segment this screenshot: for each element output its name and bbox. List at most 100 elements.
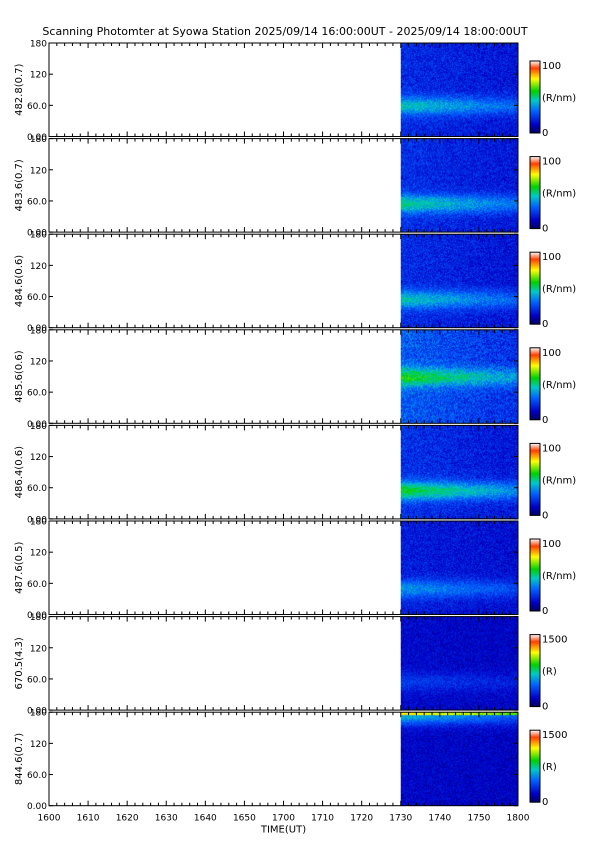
- y-tick-label: 0.00: [27, 229, 47, 239]
- y-tick-label: 0.00: [27, 420, 47, 430]
- colorbar-max-label: 100: [542, 443, 561, 454]
- x-tick-label: 1700: [272, 814, 295, 824]
- y-tick-label: 60.0: [27, 293, 47, 303]
- y-tick-label: 180: [30, 326, 47, 336]
- x-tick-label: 1630: [155, 814, 178, 824]
- colorbar: [529, 156, 541, 230]
- heatmap-5: [400, 425, 518, 519]
- heatmap-3: [400, 234, 518, 328]
- colorbar-min-label: 0: [542, 128, 548, 139]
- heatmap-6: [400, 521, 518, 615]
- y-tick-label: 180: [30, 613, 47, 623]
- panel-ylabel: 484.6(0.6): [14, 255, 25, 307]
- panel-8: 0.00 60.0 120 180 844.6(0.7) 1500 0 (R): [14, 709, 567, 813]
- panel-ylabel: 483.6(0.7): [14, 159, 25, 211]
- colorbar-min-label: 0: [542, 319, 548, 330]
- heatmap-7: [400, 616, 518, 711]
- heatmap-8: [400, 712, 518, 806]
- panel-1: 0.00 60.0 120 180 482.8(0.7) 100 0 (R/nm): [14, 40, 576, 144]
- panel-ylabel: 670.5(4.3): [14, 637, 25, 689]
- colorbar-max-label: 100: [542, 157, 561, 168]
- colorbar-min-label: 0: [542, 510, 548, 521]
- colorbar-unit-label: (R/nm): [542, 475, 576, 486]
- panel-4: 0.00 60.0 120 180 485.6(0.6) 100 0 (R/nm): [14, 326, 576, 430]
- y-tick-label: 0.00: [27, 707, 47, 717]
- colorbar-min-label: 0: [542, 702, 548, 713]
- y-tick-label: 180: [30, 422, 47, 432]
- y-tick-label: 0.00: [27, 133, 47, 143]
- y-tick-label: 60.0: [27, 102, 47, 112]
- x-tick-label: 1600: [38, 814, 61, 824]
- y-tick-label: 180: [30, 231, 47, 241]
- y-tick-label: 180: [30, 135, 47, 145]
- y-tick-label: 60.0: [27, 197, 47, 207]
- colorbar-min-label: 0: [542, 224, 548, 235]
- y-tick-label: 120: [30, 644, 47, 654]
- x-tick-label: 1720: [350, 814, 373, 824]
- y-tick-label: 180: [30, 40, 47, 50]
- y-tick-label: 120: [30, 357, 47, 367]
- y-tick-label: 60.0: [27, 484, 47, 494]
- y-tick-label: 180: [30, 518, 47, 528]
- y-tick-label: 180: [30, 709, 47, 719]
- x-tick-label: 1750: [467, 814, 490, 824]
- x-tick-label: 1640: [194, 814, 217, 824]
- colorbar-unit-label: (R/nm): [542, 93, 576, 104]
- colorbar-unit-label: (R/nm): [542, 189, 576, 200]
- colorbar-unit-label: (R/nm): [542, 380, 576, 391]
- x-tick-label: 1730: [389, 814, 412, 824]
- y-tick-label: 120: [30, 549, 47, 559]
- y-tick-label: 60.0: [27, 675, 47, 685]
- panel-7: 0.00 60.0 120 180 670.5(4.3) 1500 0 (R): [14, 613, 567, 717]
- x-tick-label: 1650: [233, 814, 256, 824]
- colorbar: [529, 538, 541, 612]
- panel-ylabel: 485.6(0.6): [14, 350, 25, 402]
- colorbar: [529, 251, 541, 325]
- y-tick-label: 120: [30, 71, 47, 81]
- chart-title: Scanning Photomter at Syowa Station 2025…: [42, 25, 528, 38]
- panel-5: 0.00 60.0 120 180 486.4(0.6) 100 0 (R/nm): [14, 422, 576, 526]
- colorbar-max-label: 100: [542, 252, 561, 263]
- colorbar: [529, 442, 541, 516]
- colorbar-max-label: 100: [542, 61, 561, 72]
- x-tick-label: 1610: [77, 814, 100, 824]
- panel-6: 0.00 60.0 120 180 487.6(0.5) 100 0 (R/nm): [14, 518, 576, 622]
- x-tick-label: 1800: [507, 814, 530, 824]
- y-tick-label: 120: [30, 453, 47, 463]
- colorbar-max-label: 1500: [542, 730, 567, 741]
- y-tick-label: 0.00: [27, 515, 47, 525]
- colorbar-min-label: 0: [542, 606, 548, 617]
- colorbar: [529, 60, 541, 134]
- colorbar-max-label: 100: [542, 348, 561, 359]
- panel-2: 0.00 60.0 120 180 483.6(0.7) 100 0 (R/nm): [14, 135, 576, 239]
- x-axis-label: TIME(UT): [260, 825, 306, 836]
- x-tick-label: 1710: [311, 814, 334, 824]
- x-tick-label: 1740: [428, 814, 451, 824]
- panel-ylabel: 844.6(0.7): [14, 733, 25, 785]
- heatmap-1: [400, 43, 518, 137]
- panel-ylabel: 487.6(0.5): [14, 541, 25, 593]
- colorbar: [529, 729, 541, 803]
- panel-3: 0.00 60.0 120 180 484.6(0.6) 100 0 (R/nm): [14, 231, 576, 335]
- y-tick-label: 120: [30, 166, 47, 176]
- heatmap-2: [400, 138, 518, 233]
- colorbar-max-label: 1500: [542, 635, 567, 646]
- colorbar: [529, 347, 541, 421]
- y-tick-label: 0.00: [27, 802, 47, 812]
- colorbar-min-label: 0: [542, 415, 548, 426]
- y-tick-label: 0.00: [27, 611, 47, 621]
- colorbar: [529, 634, 541, 708]
- colorbar-max-label: 100: [542, 539, 561, 550]
- y-tick-label: 0.00: [27, 324, 47, 334]
- colorbar-min-label: 0: [542, 797, 548, 808]
- y-tick-label: 120: [30, 740, 47, 750]
- panel-ylabel: 486.4(0.6): [14, 446, 25, 498]
- colorbar-unit-label: (R/nm): [542, 571, 576, 582]
- colorbar-unit-label: (R): [542, 762, 557, 773]
- heatmap-4: [400, 329, 518, 424]
- y-tick-label: 60.0: [27, 389, 47, 399]
- colorbar-unit-label: (R): [542, 667, 557, 678]
- y-tick-label: 60.0: [27, 580, 47, 590]
- colorbar-unit-label: (R/nm): [542, 284, 576, 295]
